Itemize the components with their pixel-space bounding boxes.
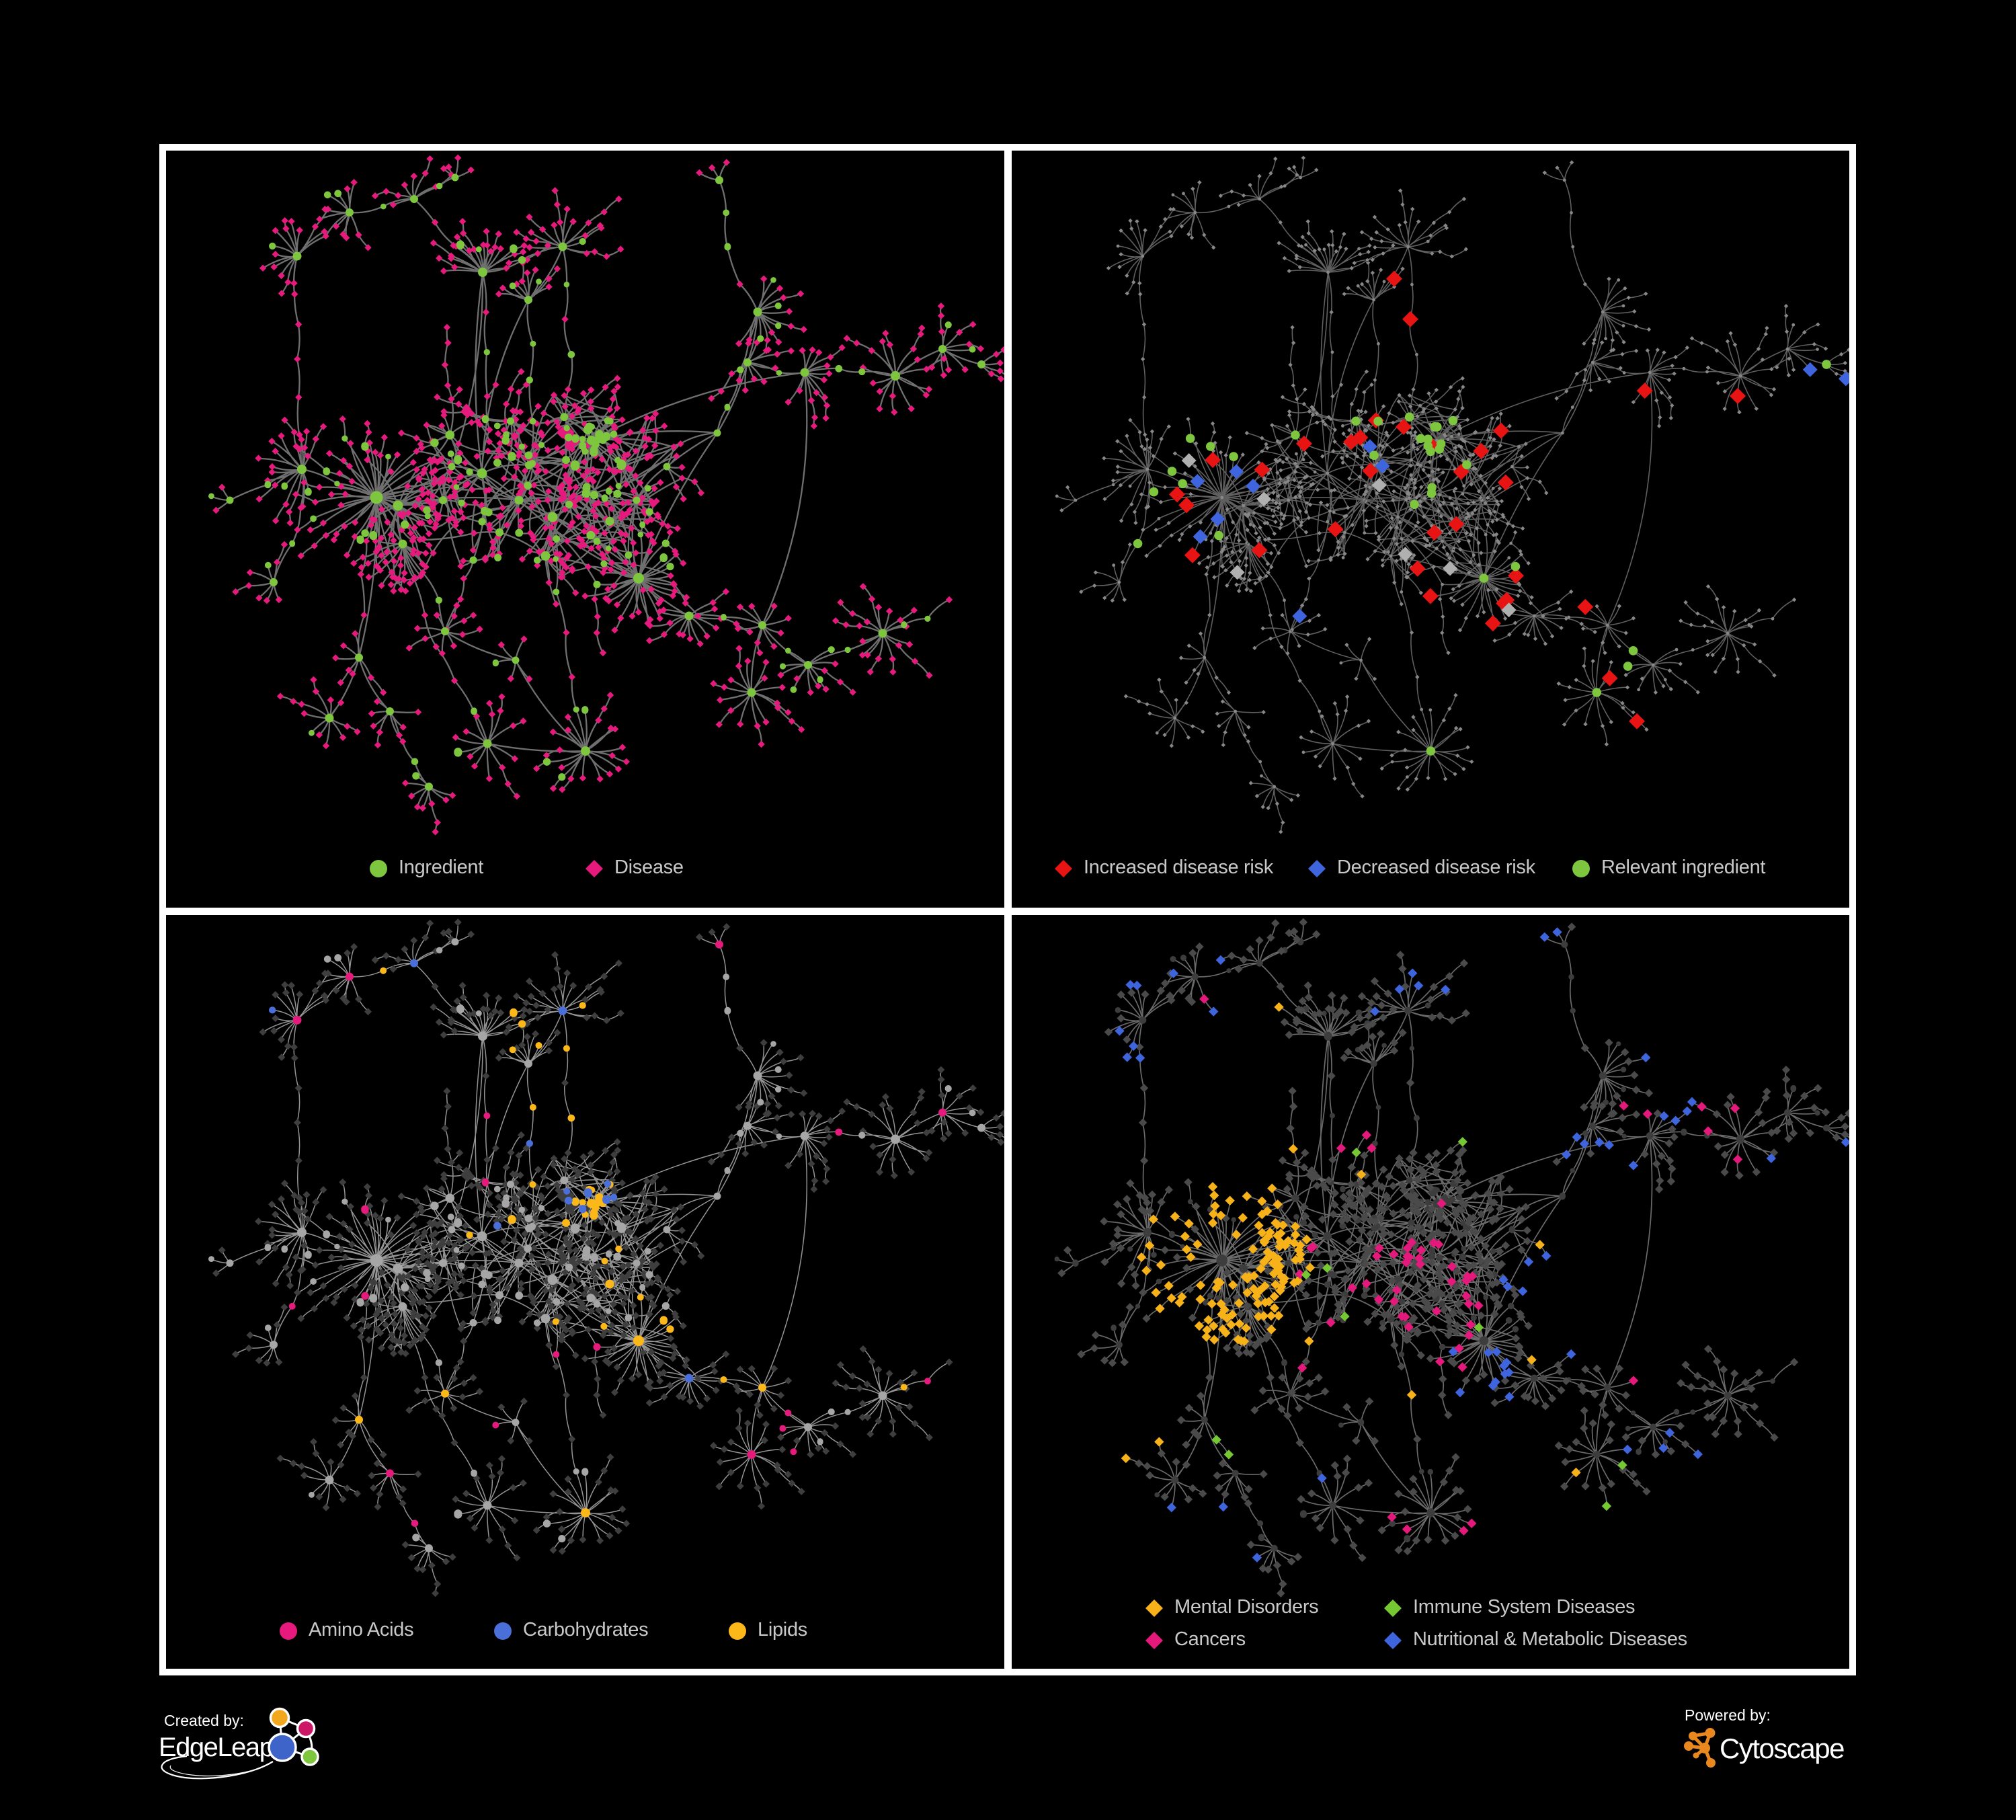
svg-text:EdgeLeap: EdgeLeap xyxy=(159,1733,274,1762)
svg-text:Created by:: Created by: xyxy=(164,1712,244,1729)
